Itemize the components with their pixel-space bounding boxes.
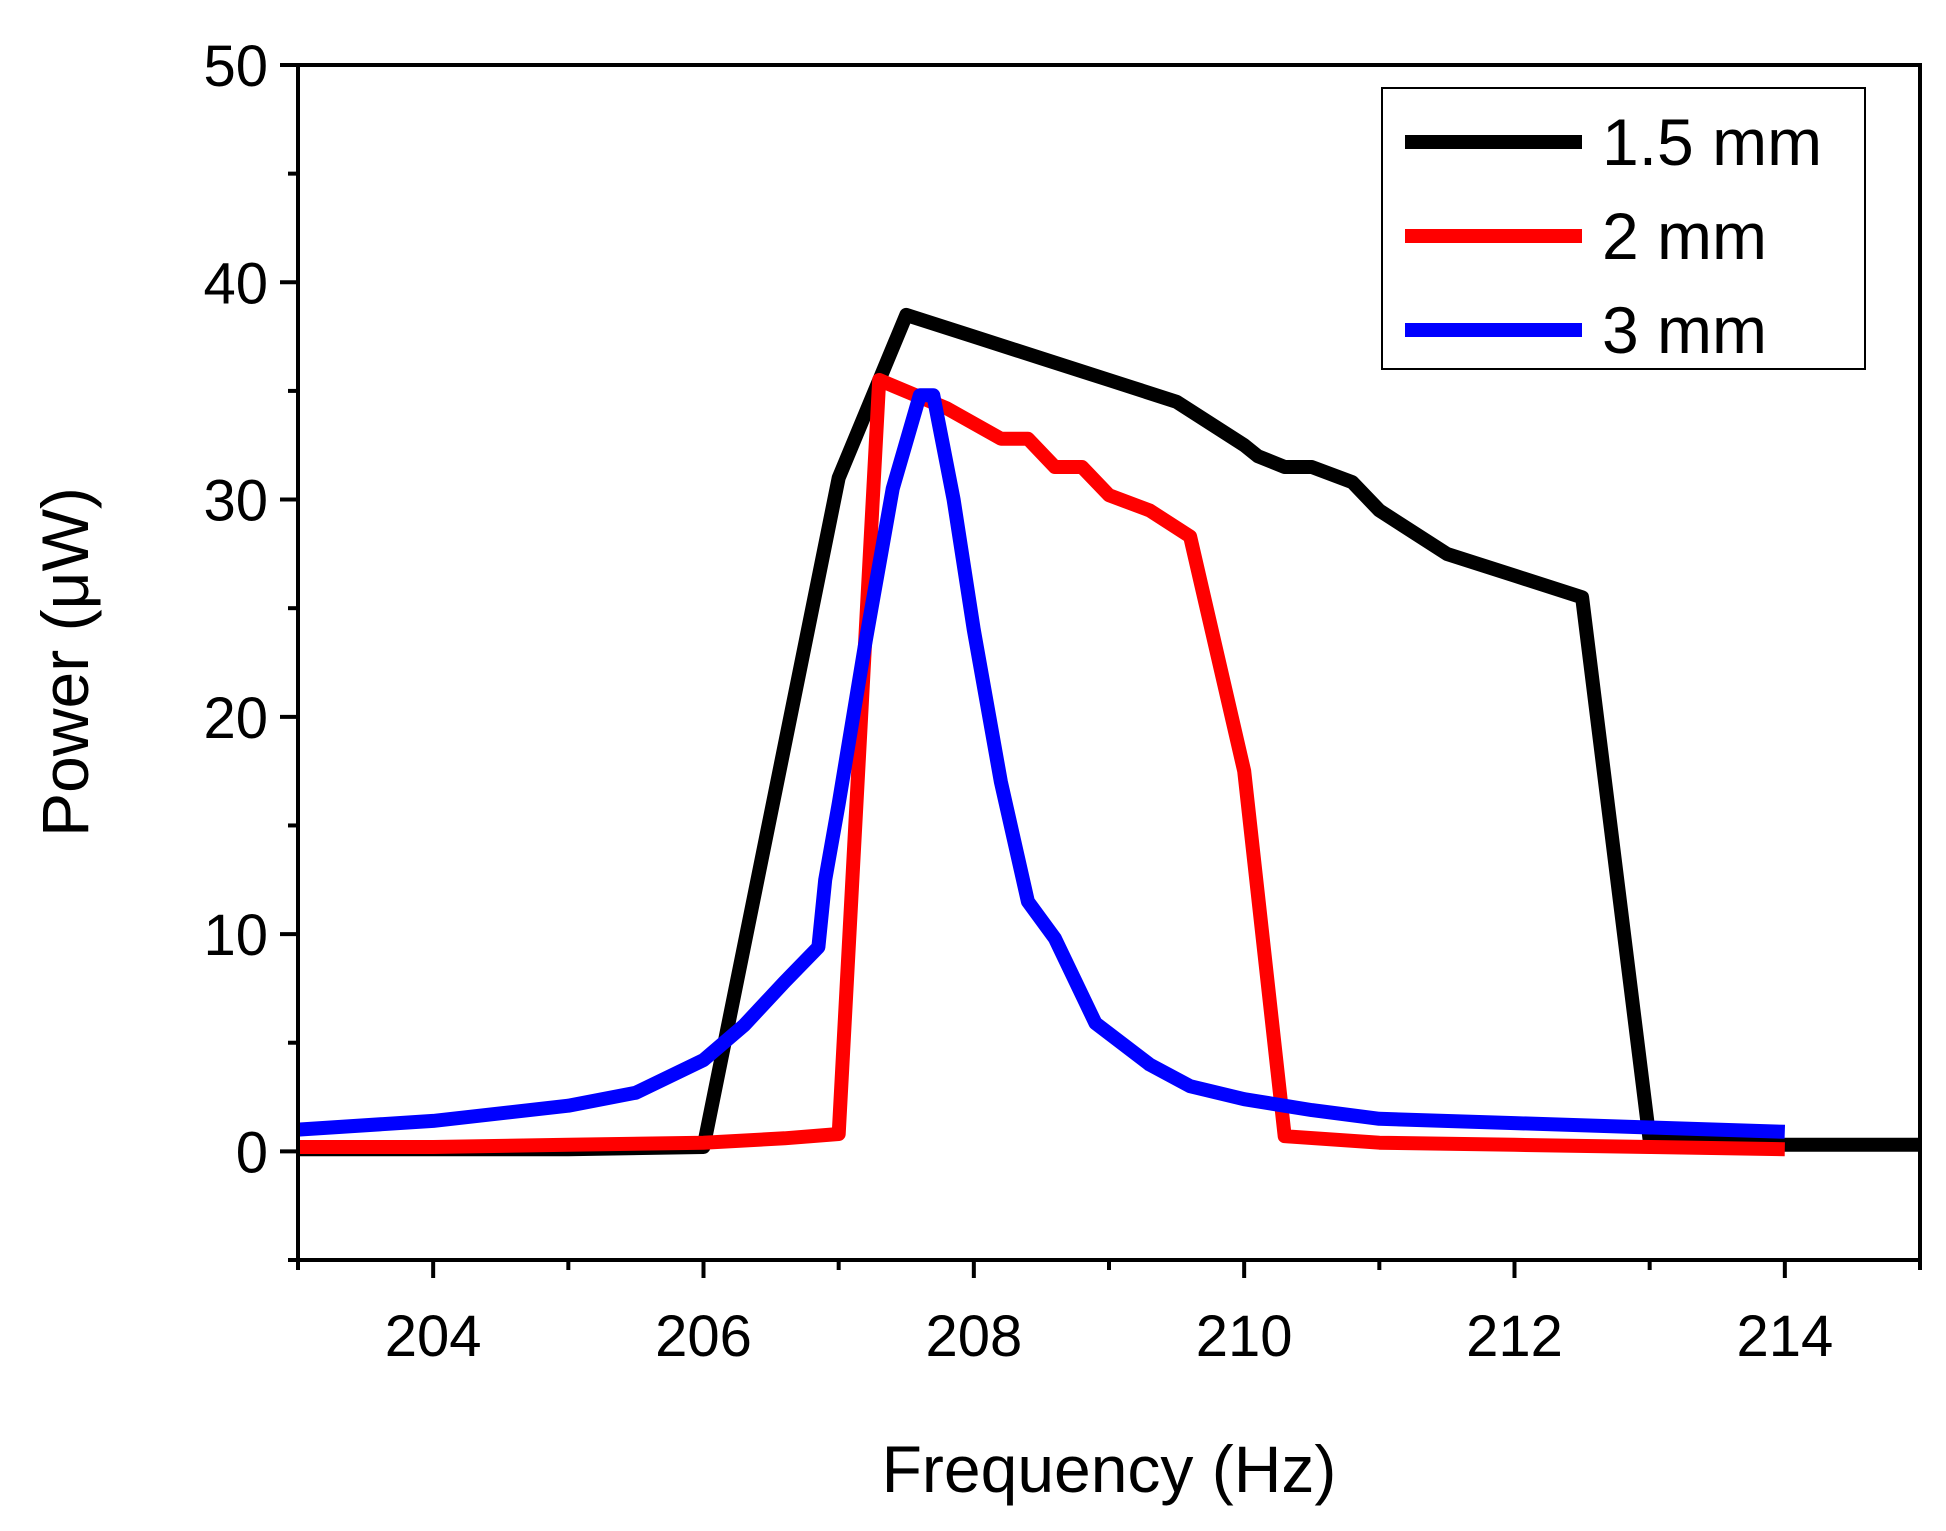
- axes: 204 206 208 210 212 214 0 10 20 30 40 50: [203, 34, 1922, 1369]
- series-layer: [297, 307, 1920, 1157]
- x-tick-label: 212: [1466, 1304, 1563, 1369]
- series-line-1: [298, 307, 1920, 1157]
- series-line-3: [297, 388, 1786, 1139]
- legend-label-2: 2 mm: [1602, 199, 1767, 273]
- legend: 1.5 mm 2 mm 3 mm: [1381, 87, 1866, 370]
- legend-box: [1381, 87, 1866, 370]
- x-tick-label: 204: [385, 1304, 482, 1369]
- y-axis-title: Power (μW): [28, 487, 102, 837]
- y-tick-label: 0: [236, 1120, 268, 1185]
- legend-label-3: 3 mm: [1602, 293, 1767, 367]
- y-tick-label: 10: [203, 903, 268, 968]
- x-tick-label: 214: [1736, 1304, 1833, 1369]
- y-tick-label: 40: [203, 251, 268, 316]
- x-tick-label: 210: [1196, 1304, 1293, 1369]
- y-tick-label: 50: [203, 34, 268, 99]
- x-axis-title: Frequency (Hz): [882, 1432, 1337, 1506]
- x-tick-label: 206: [655, 1304, 752, 1369]
- y-tick-label: 20: [203, 686, 268, 751]
- y-tick-label: 30: [203, 469, 268, 534]
- legend-label-1: 1.5 mm: [1602, 105, 1822, 179]
- x-tick-label: 208: [925, 1304, 1022, 1369]
- series-line-2: [298, 373, 1785, 1157]
- legend-items: 1.5 mm 2 mm 3 mm: [1405, 105, 1822, 367]
